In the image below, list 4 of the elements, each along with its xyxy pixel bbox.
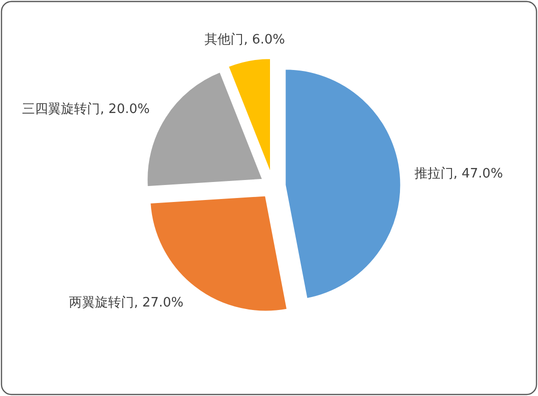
slice-label: 两翼旋转门, 27.0% [68,294,184,310]
slice-label: 推拉门, 47.0% [414,166,503,182]
slice-label: 其他门, 6.0% [204,32,286,48]
slice-label: 三四翼旋转门, 20.0% [22,100,150,117]
